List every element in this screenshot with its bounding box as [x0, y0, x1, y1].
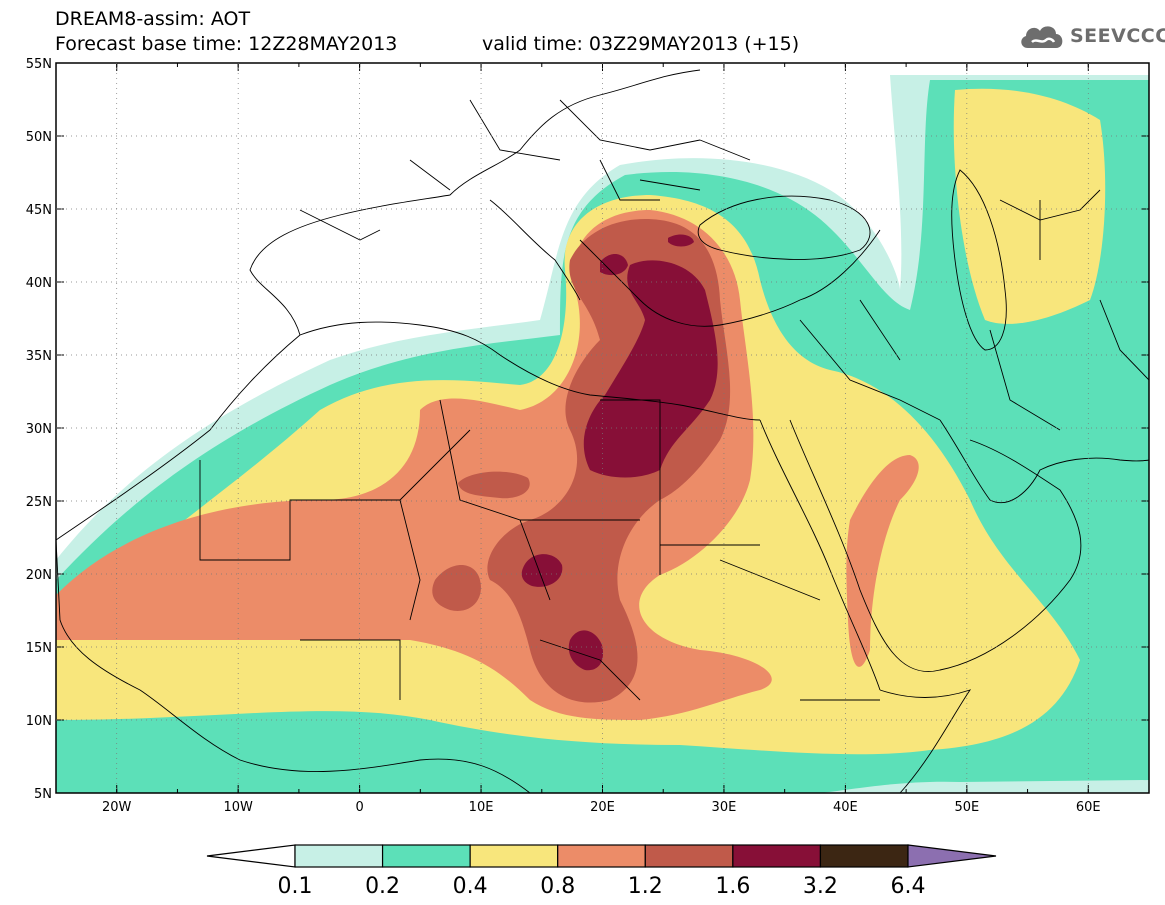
axis-ticks — [55, 62, 1150, 794]
colorbar-cell — [294, 844, 384, 868]
lat-tick-label: 35N — [26, 349, 52, 364]
coastlines — [56, 69, 1149, 793]
aot-band-1.2-libya — [458, 471, 530, 499]
colorbar-cell — [819, 844, 909, 868]
coastline-horn — [879, 689, 972, 793]
lon-labels: 20W 10W 0 10E 20E 30E 40E 50E 60E — [102, 800, 1101, 815]
lat-tick-label: 5N — [34, 787, 52, 802]
lat-tick-label: 20N — [26, 568, 52, 583]
colorbar-level-label: 1.2 — [628, 874, 663, 899]
cloud-icon — [1021, 26, 1063, 48]
coastline-west-africa — [56, 539, 531, 793]
colorbar-level-label: 0.4 — [453, 874, 488, 899]
colorbar-under-triangle — [206, 844, 296, 868]
aot-band-1.6-balkan — [668, 234, 694, 247]
colorbar-level-label: 3.2 — [803, 874, 838, 899]
forecast-base-time: Forecast base time: 12Z28MAY2013 — [55, 33, 398, 55]
lon-tick-label: 20W — [102, 800, 132, 815]
seevccc-logo: SEEVCCC — [1018, 22, 1165, 50]
colorbar-level-label: 6.4 — [891, 874, 926, 899]
lat-tick-label: 40N — [26, 276, 52, 291]
colorbar-cell — [644, 844, 734, 868]
aot-band-0.8-arabia — [846, 455, 919, 667]
colorbar-cell — [732, 844, 822, 868]
colorbar-level-label: 0.2 — [365, 874, 400, 899]
lon-tick-label: 10E — [469, 800, 494, 815]
lon-tick-label: 30E — [712, 800, 737, 815]
lat-labels: 55N 50N 45N 40N 35N 30N 25N 20N 15N 10N 5N — [26, 57, 52, 802]
borders-africa — [199, 399, 880, 701]
lat-tick-label: 55N — [26, 57, 52, 72]
aot-band-1.6-chad — [521, 554, 563, 587]
lat-tick-label: 10N — [26, 714, 52, 729]
colorbar-cell — [469, 844, 559, 868]
lat-tick-label: 15N — [26, 641, 52, 656]
coastline-caspian — [951, 169, 1007, 351]
lon-tick-label: 20E — [590, 800, 615, 815]
aot-band-1.6-sudan — [568, 630, 604, 671]
aot-band-1.2-west — [432, 565, 481, 611]
borders-middle-east — [799, 189, 1149, 431]
lat-tick-label: 45N — [26, 203, 52, 218]
lon-tick-label: 40E — [833, 800, 858, 815]
coastline-black-sea — [697, 195, 871, 260]
colorbar-over-triangle — [907, 844, 997, 868]
lat-tick-label: 25N — [26, 495, 52, 510]
coastline-red-sea — [759, 419, 881, 691]
colorbar-cells — [294, 844, 909, 868]
valid-time: valid time: 03Z29MAY2013 (+15) — [482, 33, 800, 55]
aot-band-1.6 — [583, 260, 718, 478]
gridlines — [56, 63, 1149, 793]
borders-europe — [299, 99, 751, 241]
colorbar-cell — [557, 844, 646, 868]
lon-tick-label: 60E — [1076, 800, 1101, 815]
lon-tick-label: 10W — [223, 800, 253, 815]
lat-tick-label: 30N — [26, 422, 52, 437]
colorbar-labels: 0.1 0.2 0.4 0.8 1.2 1.6 3.2 6.4 — [278, 874, 926, 899]
colorbar-level-label: 0.8 — [540, 874, 575, 899]
coastline-persian-gulf — [939, 419, 1149, 504]
aot-band-1.6-greece — [600, 254, 628, 276]
title-line-1: DREAM8-assim: AOT — [55, 8, 251, 30]
colorbar: 0.1 0.2 0.4 0.8 1.2 1.6 3.2 6.4 — [206, 844, 997, 899]
colorbar-cell — [381, 844, 471, 868]
colorbar-level-label: 1.6 — [715, 874, 750, 899]
lon-tick-label: 50E — [954, 800, 979, 815]
coastline-greece-turkey — [579, 229, 881, 327]
coastline-europe — [249, 69, 701, 336]
coastline-italy — [489, 199, 581, 301]
logo-text: SEEVCCC — [1070, 25, 1165, 47]
colorbar-level-label: 0.1 — [278, 874, 313, 899]
coastline-north-africa — [56, 321, 761, 541]
aot-band-0.4-caspian — [953, 88, 1106, 324]
lon-tick-label: 0 — [355, 800, 363, 815]
lat-tick-label: 50N — [26, 130, 52, 145]
coastline-arabia — [789, 419, 1082, 672]
